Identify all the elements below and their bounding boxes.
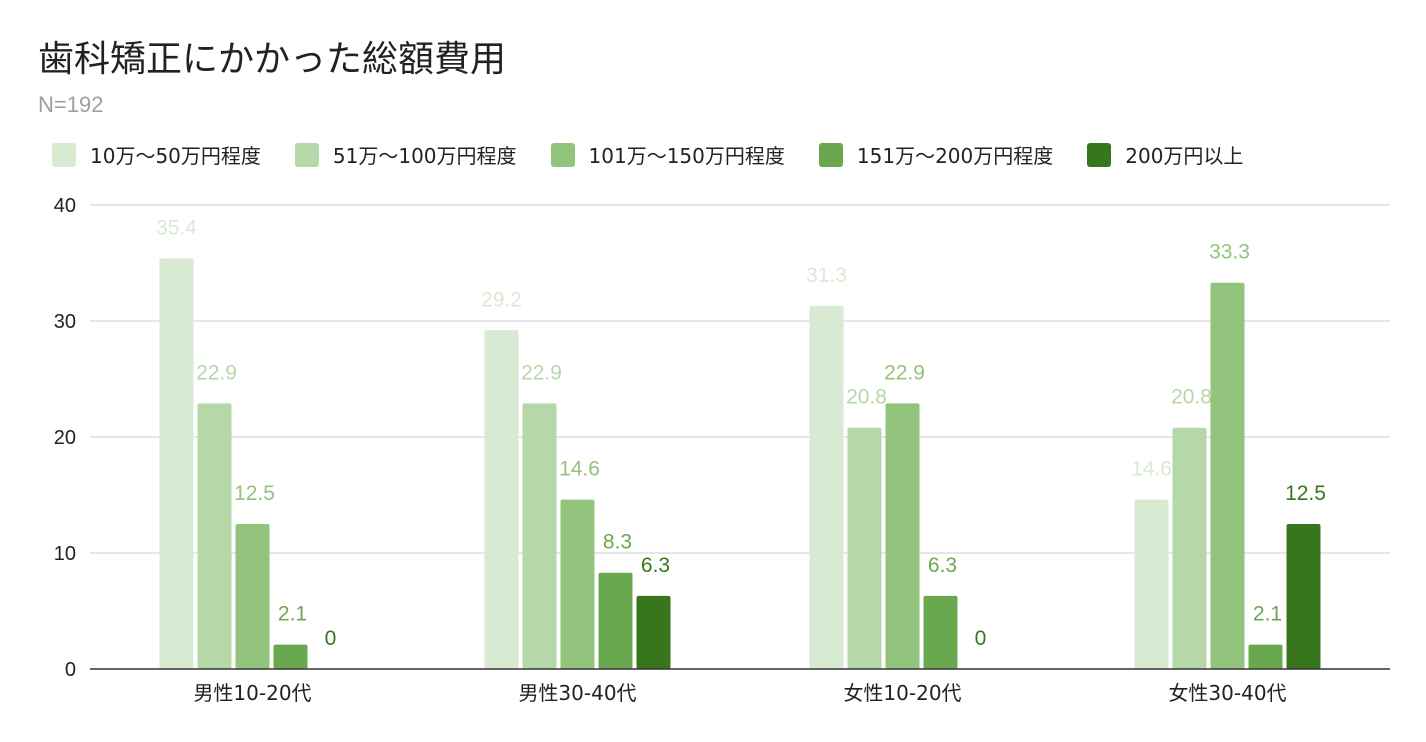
legend-item[interactable]: 101万～150万円程度 xyxy=(550,140,785,169)
bar xyxy=(598,572,633,669)
data-label: 29.2 xyxy=(481,288,522,311)
data-label: 33.3 xyxy=(1209,241,1250,264)
legend-swatch xyxy=(550,142,575,167)
y-tick-label: 10 xyxy=(54,543,76,565)
bar xyxy=(885,403,920,669)
legend-swatch xyxy=(818,142,843,167)
bar xyxy=(1134,499,1169,669)
bar xyxy=(636,595,671,669)
x-tick-label: 男性10-20代 xyxy=(193,681,311,705)
chart-subtitle: N=192 xyxy=(38,92,104,117)
bar xyxy=(235,524,270,669)
bar xyxy=(1210,282,1245,669)
legend: 10万～50万円程度 51万～100万円程度 101万～150万円程度 151万… xyxy=(52,140,1277,169)
data-label: 22.9 xyxy=(884,361,925,384)
legend-label: 51万～100万円程度 xyxy=(332,144,517,168)
data-label: 12.5 xyxy=(234,482,275,505)
data-label: 20.8 xyxy=(846,386,887,409)
legend-swatch xyxy=(294,142,319,167)
data-label: 31.3 xyxy=(806,264,847,287)
x-tick-label: 男性30-40代 xyxy=(518,681,636,705)
legend-item[interactable]: 10万～50万円程度 xyxy=(52,140,261,169)
legend-item[interactable]: 200万円以上 xyxy=(1087,140,1243,169)
y-tick-label: 20 xyxy=(54,427,76,449)
legend-swatch xyxy=(1087,142,1112,167)
bar xyxy=(484,330,519,669)
legend-label: 10万～50万円程度 xyxy=(90,144,261,168)
data-label: 14.6 xyxy=(559,458,600,481)
bar xyxy=(522,403,557,669)
bar xyxy=(273,644,308,669)
bar xyxy=(560,499,595,669)
y-tick-label: 40 xyxy=(54,195,76,217)
data-label: 35.4 xyxy=(156,216,197,239)
data-label: 2.1 xyxy=(278,603,307,626)
bar xyxy=(809,305,844,669)
data-label: 22.9 xyxy=(196,361,237,384)
bar xyxy=(847,427,882,669)
bar xyxy=(1286,524,1321,669)
chart-title: 歯科矯正にかかった総額費用 xyxy=(38,39,507,80)
data-label: 8.3 xyxy=(603,531,632,554)
bar xyxy=(197,403,232,669)
data-label: 6.3 xyxy=(928,554,957,577)
bar xyxy=(1248,644,1283,669)
y-tick-label: 0 xyxy=(65,659,76,681)
data-label: 0 xyxy=(975,627,987,650)
bar xyxy=(923,595,958,669)
data-label: 20.8 xyxy=(1171,386,1212,409)
legend-item[interactable]: 151万～200万円程度 xyxy=(818,140,1054,169)
bar xyxy=(1172,427,1207,669)
legend-label: 151万～200万円程度 xyxy=(856,144,1054,168)
data-label: 6.3 xyxy=(641,554,670,577)
legend-item[interactable]: 51万～100万円程度 xyxy=(294,140,517,169)
data-label: 2.1 xyxy=(1253,603,1282,626)
data-label: 14.6 xyxy=(1131,458,1172,481)
x-tick-label: 女性10-20代 xyxy=(843,681,961,705)
x-tick-label: 女性30-40代 xyxy=(1168,681,1286,705)
legend-label: 200万円以上 xyxy=(1125,144,1244,168)
legend-swatch xyxy=(52,142,76,167)
data-label: 0 xyxy=(325,627,337,650)
data-label: 12.5 xyxy=(1285,482,1326,505)
data-label: 22.9 xyxy=(521,361,562,384)
y-tick-label: 30 xyxy=(54,311,76,333)
bar xyxy=(159,258,194,669)
legend-label: 101万～150万円程度 xyxy=(588,144,785,168)
